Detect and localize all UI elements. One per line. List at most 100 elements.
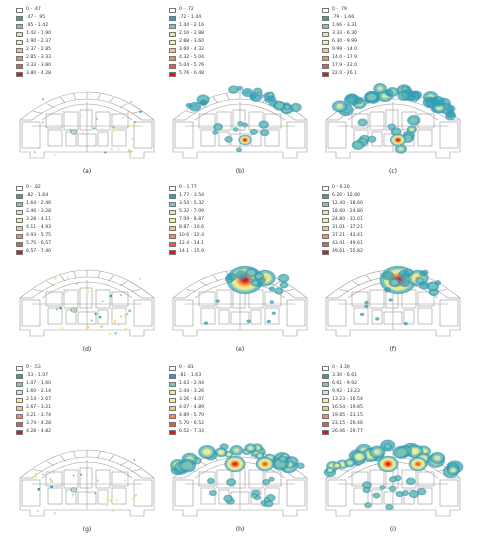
density-blob: [375, 317, 380, 321]
legend-swatch: [322, 241, 329, 247]
legend-entry: 6.20 - 12.40: [322, 192, 363, 200]
density-blob: [245, 267, 258, 278]
density-cell: [110, 495, 113, 498]
density-blob: [246, 319, 251, 323]
legend-swatch: [16, 193, 23, 199]
density-cell: [112, 126, 115, 129]
legend-label: 1.90 - 2.37: [26, 39, 52, 44]
legend-entry: 18.60 - 24.80: [322, 208, 363, 216]
legend-label: 0 - .53: [26, 365, 41, 370]
legend-swatch: [322, 373, 329, 379]
legend-swatch: [169, 429, 176, 435]
density-blob: [242, 122, 249, 128]
legend-label: 22.0 - 26.1: [332, 71, 358, 76]
legend-label: 2.85 - 3.33: [26, 55, 52, 60]
density-blob: [250, 279, 260, 287]
legend-swatch: [16, 381, 23, 387]
density-cell: [49, 478, 52, 481]
density-blob: [415, 276, 425, 284]
density-blob: [215, 299, 220, 303]
legend-swatch: [169, 233, 176, 239]
legend-label: .47 - .95: [26, 15, 46, 20]
legend-swatch: [169, 39, 176, 45]
density-map: [19, 269, 155, 337]
legend-label: 2.37 - 2.85: [26, 47, 52, 52]
legend-swatch: [16, 47, 23, 53]
legend-entry: 0 - .72: [169, 6, 204, 14]
legend-swatch: [16, 31, 23, 37]
legend-entry: 3.26 - 4.07: [169, 396, 204, 404]
legend-entry: 4.32 - 5.04: [169, 54, 204, 62]
legend-label: 5.70 - 6.52: [179, 421, 205, 426]
density-cell: [66, 277, 69, 280]
density-cell: [111, 128, 113, 131]
density-blob: [266, 91, 275, 98]
legend: 0 - .82 .82 - 1.64 1.64 - 2.46 2.46 - 3.28 3…: [16, 184, 51, 256]
density-blob: [226, 478, 237, 487]
legend-swatch: [322, 185, 329, 191]
density-cell: [120, 294, 122, 297]
legend-swatch: [169, 389, 176, 395]
density-cell: [124, 479, 126, 482]
density-blob: [263, 497, 271, 503]
density-blob: [185, 102, 192, 108]
density-blob: [70, 487, 78, 493]
density-blob: [235, 270, 248, 280]
density-cell: [42, 121, 44, 123]
legend-entry: 13.23 - 16.54: [322, 396, 363, 404]
density-cell: [127, 111, 130, 114]
density-blob: [198, 445, 216, 459]
density-cell: [82, 132, 84, 134]
legend-label: 10.6 - 12.4: [179, 233, 205, 238]
legend-swatch: [322, 413, 329, 419]
legend-label: 0 - 6.20: [332, 185, 350, 190]
legend-swatch: [322, 15, 329, 21]
legend-label: .81 - 1.63: [179, 373, 202, 378]
density-blob: [364, 502, 372, 509]
density-blob: [398, 269, 411, 280]
density-cell: [123, 314, 126, 317]
legend-entry: 2.44 - 3.26: [169, 388, 204, 396]
legend-entry: 14.1 - 15.9: [169, 248, 204, 256]
legend-swatch: [169, 209, 176, 215]
legend-entry: 5.32 - 7.09: [169, 208, 204, 216]
density-cell: [93, 127, 96, 130]
density-cell: [37, 510, 39, 512]
density-map: [19, 91, 155, 159]
density-map: [325, 83, 461, 159]
density-cell: [128, 466, 131, 469]
legend-swatch: [16, 201, 23, 207]
legend-swatch: [16, 63, 23, 69]
legend-label: 1.07 - 1.60: [26, 381, 52, 386]
density-cell: [80, 473, 82, 476]
density-blob: [241, 88, 254, 97]
density-blob: [363, 91, 380, 104]
legend-swatch: [169, 249, 176, 255]
legend-swatch: [322, 217, 329, 223]
density-cell: [62, 110, 64, 113]
legend-entry: 4.89 - 5.70: [169, 412, 204, 420]
density-cell: [88, 492, 90, 494]
legend-entry: 17.9 - 22.0: [322, 62, 357, 70]
density-map: [325, 265, 461, 337]
legend-label: 2.16 - 2.88: [179, 31, 205, 36]
panel-c: 0 - .79 .79 - 1.66 1.66 - 3.31 3.33 - 6.30 6…: [318, 2, 468, 178]
density-blob: [203, 321, 209, 325]
density-blob: [290, 102, 302, 112]
density-cell: [101, 151, 103, 153]
density-blob: [296, 462, 305, 469]
legend-label: .95 - 1.42: [26, 23, 49, 28]
density-cell: [56, 308, 58, 311]
density-blob: [367, 135, 377, 143]
density-cell: [76, 283, 78, 285]
legend-entry: 49.61 - 55.82: [322, 248, 363, 256]
density-blob: [388, 298, 393, 302]
density-blob: [403, 321, 408, 326]
legend-swatch: [16, 217, 23, 223]
density-blob: [255, 456, 275, 472]
legend-label: .72 - 1.44: [179, 15, 202, 20]
legend-entry: 0 - .81: [169, 364, 204, 372]
legend-swatch: [169, 193, 176, 199]
legend-swatch: [16, 233, 23, 239]
legend-label: 2.46 - 3.28: [26, 209, 52, 214]
